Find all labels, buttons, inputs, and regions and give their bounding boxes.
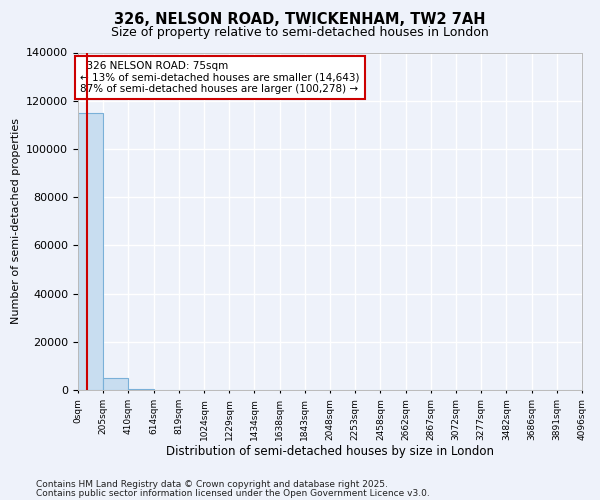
X-axis label: Distribution of semi-detached houses by size in London: Distribution of semi-detached houses by …	[166, 446, 494, 458]
Text: Contains HM Land Registry data © Crown copyright and database right 2025.: Contains HM Land Registry data © Crown c…	[36, 480, 388, 489]
Text: Size of property relative to semi-detached houses in London: Size of property relative to semi-detach…	[111, 26, 489, 39]
Text: 326 NELSON ROAD: 75sqm
← 13% of semi-detached houses are smaller (14,643)
87% of: 326 NELSON ROAD: 75sqm ← 13% of semi-det…	[80, 61, 359, 94]
Bar	[103, 378, 128, 390]
Bar	[78, 113, 103, 390]
Text: 326, NELSON ROAD, TWICKENHAM, TW2 7AH: 326, NELSON ROAD, TWICKENHAM, TW2 7AH	[114, 12, 486, 28]
Y-axis label: Number of semi-detached properties: Number of semi-detached properties	[11, 118, 20, 324]
Text: Contains public sector information licensed under the Open Government Licence v3: Contains public sector information licen…	[36, 488, 430, 498]
Bar	[128, 389, 154, 390]
